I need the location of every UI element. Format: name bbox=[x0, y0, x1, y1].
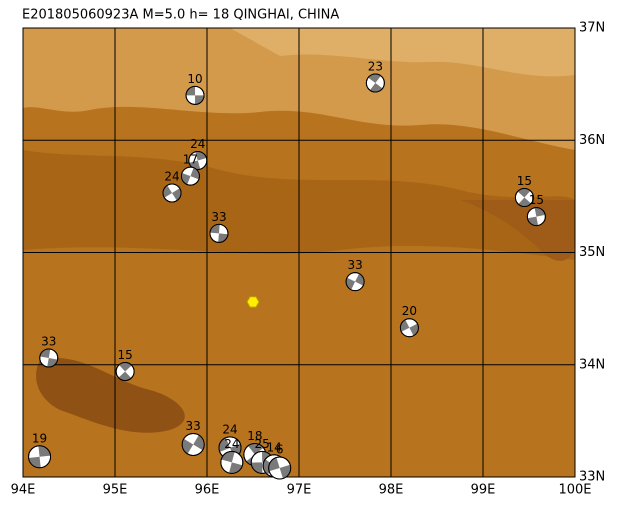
compression-quadrant bbox=[118, 362, 132, 381]
compression-quadrant bbox=[368, 74, 383, 93]
focal-mechanism bbox=[115, 361, 135, 381]
x-tick-label: 94E bbox=[11, 483, 36, 498]
focal-mechanism bbox=[220, 450, 244, 474]
focal-mechanism bbox=[39, 348, 59, 368]
beachball-outline bbox=[345, 272, 365, 292]
compression-quadrant bbox=[28, 445, 51, 468]
compression-quadrant bbox=[268, 457, 291, 479]
depth-label: 25 bbox=[255, 437, 270, 451]
y-tick-label: 34N bbox=[579, 357, 605, 372]
depth-label: 19 bbox=[32, 431, 47, 445]
beachball-outline bbox=[162, 183, 182, 203]
beachball-outline bbox=[514, 187, 534, 207]
y-tick-label: 36N bbox=[579, 133, 605, 148]
x-tick-label: 98E bbox=[379, 483, 404, 498]
depth-label: 18 bbox=[247, 429, 262, 443]
x-tick-label: 96E bbox=[195, 483, 220, 498]
focal-mechanism bbox=[209, 223, 229, 243]
depth-label: 33 bbox=[347, 258, 362, 272]
y-tick-label: 35N bbox=[579, 245, 605, 260]
beachball-outline bbox=[185, 85, 205, 105]
beachball-outline bbox=[209, 223, 229, 243]
depth-label: 24 bbox=[224, 437, 239, 451]
compression-quadrant bbox=[400, 319, 419, 336]
compression-quadrant bbox=[189, 151, 207, 170]
focal-mechanism bbox=[345, 272, 365, 292]
x-tick-label: 95E bbox=[103, 483, 128, 498]
focal-mechanism bbox=[162, 183, 182, 203]
map-title: E201805060923A M=5.0 h= 18 QINGHAI, CHIN… bbox=[22, 8, 339, 23]
x-tick-label: 99E bbox=[471, 483, 496, 498]
compression-quadrant bbox=[527, 207, 546, 226]
focal-mechanism bbox=[185, 85, 205, 105]
depth-label: 17 bbox=[183, 153, 198, 167]
beachball-outline bbox=[115, 361, 135, 381]
compression-quadrant bbox=[246, 443, 264, 466]
depth-label: 33 bbox=[186, 419, 201, 433]
compression-quadrant bbox=[186, 86, 205, 105]
focal-mechanism bbox=[188, 150, 208, 170]
beachball-outline bbox=[188, 150, 208, 170]
focal-mechanism bbox=[514, 187, 534, 207]
focal-mechanism bbox=[181, 432, 205, 456]
depth-label: 33 bbox=[211, 210, 226, 224]
compression-quadrant bbox=[163, 185, 182, 201]
beachball-outline bbox=[365, 73, 385, 93]
beachball-outline bbox=[181, 432, 205, 456]
depth-label: 15 bbox=[117, 348, 132, 362]
x-tick-label: 100E bbox=[558, 483, 591, 498]
compression-quadrant bbox=[181, 167, 200, 185]
depth-label: 14 bbox=[267, 440, 282, 454]
focal-mechanism bbox=[28, 445, 52, 469]
depth-label: 15 bbox=[517, 174, 532, 188]
focal-mechanism bbox=[180, 166, 200, 186]
compression-quadrant bbox=[209, 224, 228, 243]
depth-label: 24 bbox=[190, 137, 205, 151]
beachball-outline bbox=[220, 450, 244, 474]
compression-quadrant bbox=[221, 451, 243, 474]
depth-label: 24 bbox=[222, 422, 237, 436]
depth-label: 33 bbox=[41, 335, 56, 349]
x-tick-label: 97E bbox=[287, 483, 312, 498]
depth-label: 6 bbox=[276, 443, 284, 457]
depth-label: 20 bbox=[402, 304, 417, 318]
focal-mechanism bbox=[365, 73, 385, 93]
beachball-outline bbox=[180, 166, 200, 186]
focal-mechanism bbox=[268, 456, 292, 480]
compression-quadrant bbox=[517, 188, 532, 207]
beachball-outline bbox=[526, 207, 546, 227]
beachball-outline bbox=[39, 348, 59, 368]
y-tick-label: 33N bbox=[579, 470, 605, 485]
depth-label: 15 bbox=[529, 193, 544, 207]
beachball-outline bbox=[28, 445, 52, 469]
focal-mechanism bbox=[399, 318, 419, 338]
depth-label: 10 bbox=[187, 72, 202, 86]
compression-quadrant bbox=[182, 435, 205, 454]
y-tick-label: 37N bbox=[579, 21, 605, 36]
depth-label: 24 bbox=[164, 170, 179, 184]
epicenter bbox=[246, 296, 260, 308]
beachball-outline bbox=[399, 318, 419, 338]
depth-label: 23 bbox=[368, 60, 383, 74]
compression-quadrant bbox=[346, 273, 365, 290]
compression-quadrant bbox=[39, 349, 58, 368]
focal-mechanism bbox=[526, 207, 546, 227]
beachball-outline bbox=[268, 456, 292, 480]
